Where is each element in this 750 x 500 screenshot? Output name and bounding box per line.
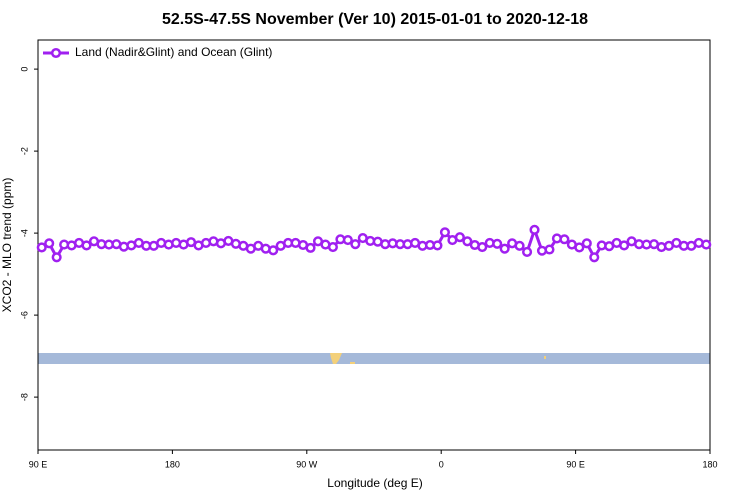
data-point (454, 232, 465, 243)
y-tick-label: -8 (19, 393, 29, 401)
data-point (514, 240, 525, 251)
data-point (342, 235, 353, 246)
data-point (44, 238, 55, 249)
land-patch (330, 353, 342, 364)
x-axis-label: Longitude (deg E) (327, 476, 422, 490)
data-point (477, 242, 488, 253)
chart-title: 52.5S-47.5S November (Ver 10) 2015-01-01… (162, 11, 588, 28)
ocean-strip (38, 353, 710, 364)
data-point (589, 252, 600, 263)
data-point (492, 238, 503, 249)
data-point (559, 234, 570, 245)
data-point (462, 236, 473, 247)
y-tick-label: -6 (19, 311, 29, 319)
data-point (305, 242, 316, 253)
x-tick-label: 180 (165, 459, 180, 469)
legend-marker (50, 47, 62, 59)
data-point (619, 240, 630, 251)
data-point (439, 227, 450, 238)
data-point (81, 240, 92, 251)
y-axis-label: XCO2 - MLO trend (ppm) (0, 178, 14, 313)
x-tick-label: 0 (439, 459, 444, 469)
legend-label: Land (Nadir&Glint) and Ocean (Glint) (75, 45, 272, 59)
x-tick-label: 90 W (296, 459, 318, 469)
data-point (701, 239, 712, 250)
y-tick-label: -4 (19, 229, 29, 237)
data-point (522, 246, 533, 258)
y-tick-label: -2 (19, 147, 29, 155)
data-point (499, 243, 510, 254)
data-point (529, 224, 540, 235)
data-point (51, 252, 62, 263)
land-ocean-strip (38, 353, 710, 364)
x-tick-label: 180 (702, 459, 717, 469)
x-tick-label: 90 E (566, 459, 585, 469)
data-point (350, 239, 361, 250)
data-point (581, 238, 592, 249)
data-point (268, 245, 279, 256)
y-tick-label: 0 (19, 67, 29, 72)
data-point (574, 242, 585, 253)
data-point (36, 242, 47, 253)
x-tick-label: 90 E (29, 459, 48, 469)
data-point (544, 244, 555, 255)
data-point (432, 240, 443, 251)
land-patch (544, 356, 546, 359)
data-point (327, 242, 338, 253)
land-patch (350, 362, 355, 364)
